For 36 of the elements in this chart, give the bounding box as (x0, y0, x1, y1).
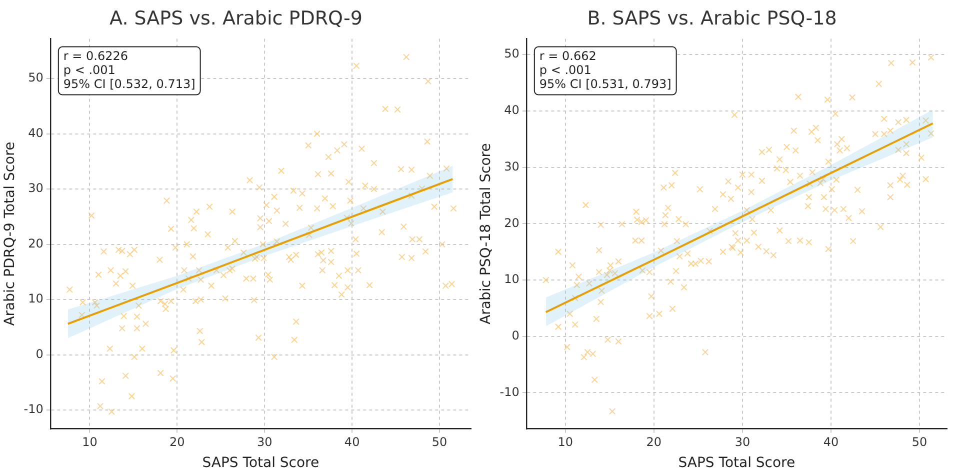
annotation: 95% CI [0.531, 0.793] (539, 76, 672, 91)
x-axis-title: SAPS Total Score (202, 455, 320, 472)
chart-title: B. SAPS vs. Arabic PSQ-18 (587, 7, 837, 30)
x-tick-label: 40 (823, 435, 839, 450)
y-tick-label: -10 (500, 384, 520, 399)
x-tick-label: 50 (912, 435, 928, 450)
y-tick-label: -10 (24, 402, 44, 416)
x-tick-label: 10 (82, 435, 98, 450)
annotation: r = 0.6226 (63, 48, 128, 63)
annotation: r = 0.662 (539, 48, 596, 63)
chart-title: A. SAPS vs. Arabic PDRQ-9 (110, 7, 362, 30)
y-tick-label: 20 (28, 236, 44, 250)
x-tick-label: 20 (170, 435, 185, 450)
y-tick-label: 10 (28, 292, 44, 306)
y-axis-title: Arabic PSQ-18 Total Score (478, 143, 494, 324)
x-tick-label: 30 (734, 435, 750, 450)
x-tick-label: 10 (558, 435, 573, 450)
y-tick-label: 0 (36, 346, 44, 361)
annotation: p < .001 (63, 62, 116, 77)
y-tick-label: 40 (504, 103, 520, 118)
y-tick-label: 50 (504, 46, 520, 61)
x-tick-label: 40 (344, 435, 360, 450)
y-tick-label: 20 (504, 216, 520, 230)
y-tick-label: 30 (28, 181, 44, 196)
x-tick-label: 20 (646, 435, 662, 450)
y-tick-label: 0 (512, 328, 520, 342)
y-tick-label: 50 (28, 70, 44, 85)
annotation: p < .001 (539, 62, 592, 77)
x-tick-label: 50 (432, 435, 448, 450)
y-tick-label: 40 (28, 126, 44, 140)
annotation: 95% CI [0.532, 0.713] (63, 76, 196, 91)
x-axis-title: SAPS Total Score (678, 455, 796, 472)
x-tick-label: 30 (256, 435, 272, 450)
y-tick-label: 10 (504, 272, 520, 286)
y-tick-label: 30 (504, 159, 520, 174)
y-axis-title: Arabic PDRQ-9 Total Score (2, 142, 18, 326)
